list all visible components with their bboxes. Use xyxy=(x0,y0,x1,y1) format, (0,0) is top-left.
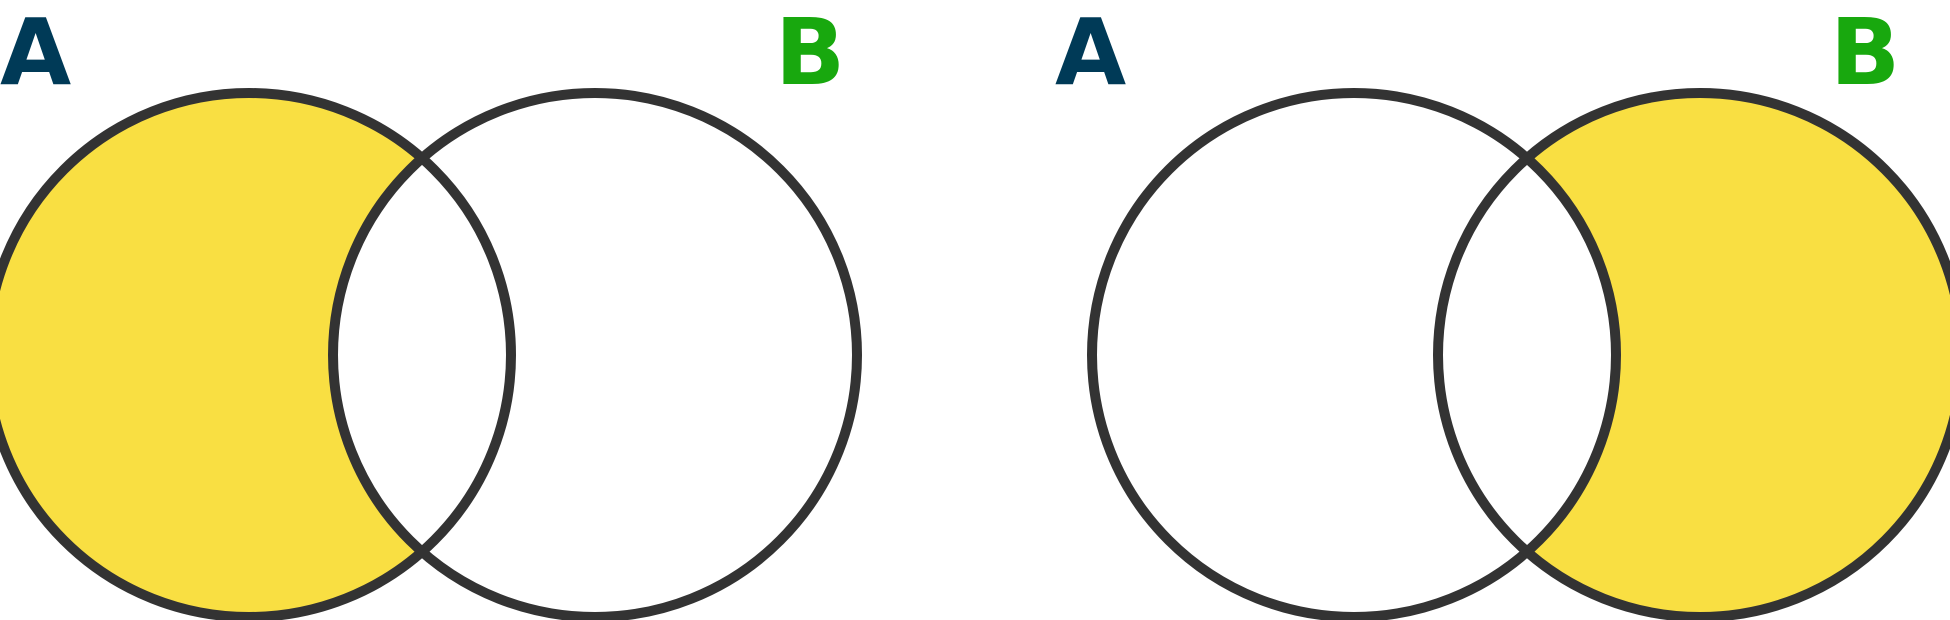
shaded-region-b-only xyxy=(1438,93,1950,617)
shaded-region-a-only xyxy=(0,93,511,617)
set-b-label: B xyxy=(1830,0,1900,106)
set-a-circle xyxy=(0,88,516,620)
set-a-label: A xyxy=(1055,0,1126,106)
set-b-label: B xyxy=(775,0,845,106)
venn-diagram-b-only: A B xyxy=(1055,0,1950,620)
set-b-circle xyxy=(328,88,862,620)
venn-diagram-a-only: A B xyxy=(0,0,862,620)
set-a-label: A xyxy=(0,0,71,106)
set-a-circle xyxy=(1087,88,1621,620)
set-b-circle xyxy=(1433,88,1950,620)
